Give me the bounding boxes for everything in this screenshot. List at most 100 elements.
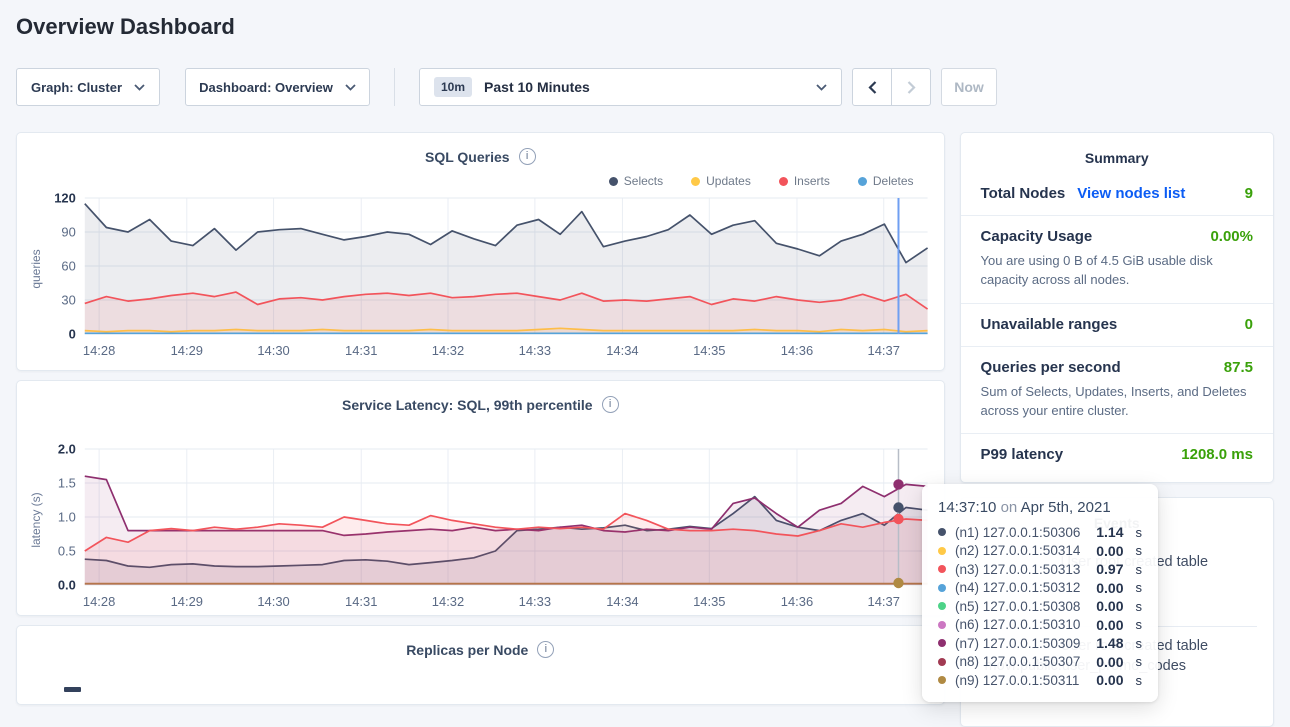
svg-text:14:31: 14:31 [345, 343, 377, 358]
svg-text:14:34: 14:34 [606, 594, 638, 609]
svg-text:14:36: 14:36 [781, 343, 813, 358]
tooltip-node-label: (n1) 127.0.0.1:50306 [955, 525, 1087, 540]
summary-label: Capacity Usage [981, 228, 1093, 245]
svg-text:0.5: 0.5 [58, 543, 76, 558]
tooltip-unit: s [1136, 562, 1143, 577]
chart-body: latency (s) 14:2814:2914:3014:3114:3214:… [27, 441, 936, 613]
sql-queries-plot[interactable]: 14:2814:2914:3014:3114:3214:3314:3414:35… [27, 190, 936, 362]
tooltip-row: (n6) 127.0.0.1:50310 0.00 s [938, 616, 1142, 635]
view-nodes-list-link[interactable]: View nodes list [1077, 185, 1185, 202]
legend-dot [691, 177, 700, 186]
svg-text:14:36: 14:36 [781, 594, 813, 609]
summary-label: Total Nodes [981, 185, 1066, 202]
clipped-axis-tick [64, 687, 81, 692]
service-latency-chart-card: Service Latency: SQL, 99th percentile la… [16, 380, 945, 616]
service-latency-plot[interactable]: 14:2814:2914:3014:3114:3214:3314:3414:35… [27, 441, 936, 613]
tooltip-unit: s [1136, 543, 1143, 558]
tooltip-row: (n8) 127.0.0.1:50307 0.00 s [938, 653, 1142, 672]
summary-title: Summary [961, 133, 1273, 173]
chart-title: SQL Queries [425, 149, 510, 165]
tooltip-row: (n3) 127.0.0.1:50313 0.97 s [938, 560, 1142, 579]
summary-description: You are using 0 B of 4.5 GiB usable disk… [981, 252, 1253, 290]
svg-text:14:32: 14:32 [432, 343, 464, 358]
legend-dot [779, 177, 788, 186]
tooltip-node-label: (n7) 127.0.0.1:50309 [955, 636, 1087, 651]
time-range-label: Past 10 Minutes [484, 79, 590, 95]
tooltip-node-label: (n9) 127.0.0.1:50311 [955, 673, 1087, 688]
summary-row-unavailable-ranges: Unavailable ranges 0 [961, 303, 1273, 346]
svg-text:14:35: 14:35 [693, 343, 725, 358]
svg-text:14:33: 14:33 [519, 343, 551, 358]
tooltip-node-value: 0.00 [1096, 617, 1123, 633]
svg-text:14:30: 14:30 [257, 343, 289, 358]
chart-title: Service Latency: SQL, 99th percentile [342, 397, 593, 413]
time-range-badge: 10m [434, 77, 472, 97]
svg-text:60: 60 [61, 258, 75, 273]
dashboard-dropdown[interactable]: Dashboard: Overview [185, 68, 370, 106]
tooltip-unit: s [1136, 599, 1143, 614]
tooltip-node-value: 0.00 [1096, 654, 1123, 670]
tooltip-node-value: 0.00 [1096, 543, 1123, 559]
svg-text:14:37: 14:37 [868, 343, 900, 358]
info-icon[interactable] [519, 148, 536, 165]
info-icon[interactable] [602, 396, 619, 413]
svg-text:14:37: 14:37 [868, 594, 900, 609]
charts-column: SQL Queries Selects Updates Inserts [16, 132, 945, 727]
legend-item-updates: Updates [691, 174, 751, 188]
chart-hover-tooltip: 14:37:10 on Apr 5th, 2021 (n1) 127.0.0.1… [922, 484, 1158, 702]
tooltip-node-label: (n5) 127.0.0.1:50308 [955, 599, 1087, 614]
tooltip-node-label: (n2) 127.0.0.1:50314 [955, 543, 1087, 558]
time-prev-button[interactable] [852, 68, 892, 106]
svg-text:14:32: 14:32 [432, 594, 464, 609]
legend-item-inserts: Inserts [779, 174, 830, 188]
page-title: Overview Dashboard [16, 14, 1274, 40]
summary-value: 87.5 [1224, 359, 1253, 376]
tooltip-node-label: (n3) 127.0.0.1:50313 [955, 562, 1087, 577]
tooltip-row: (n2) 127.0.0.1:50314 0.00 s [938, 542, 1142, 561]
now-button[interactable]: Now [941, 68, 997, 106]
tooltip-node-value: 0.97 [1096, 561, 1123, 577]
legend-dot [609, 177, 618, 186]
tooltip-node-label: (n8) 127.0.0.1:50307 [955, 654, 1087, 669]
tooltip-date: Apr 5th, 2021 [1021, 499, 1111, 516]
legend-dot [858, 177, 867, 186]
svg-text:90: 90 [61, 224, 75, 239]
time-next-button[interactable] [891, 68, 931, 106]
chart-title: Replicas per Node [406, 642, 528, 658]
svg-text:14:33: 14:33 [519, 594, 551, 609]
tooltip-node-value: 1.48 [1096, 635, 1123, 651]
toolbar-divider [394, 68, 395, 106]
time-range-dropdown[interactable]: 10m Past 10 Minutes [419, 68, 842, 106]
summary-panel: Summary Total Nodes View nodes list 9 Ca… [960, 132, 1274, 483]
info-icon[interactable] [537, 641, 554, 658]
tooltip-unit: s [1136, 673, 1143, 688]
tooltip-row: (n7) 127.0.0.1:50309 1.48 s [938, 634, 1142, 653]
chevron-down-icon [816, 84, 827, 91]
y-axis-label: latency (s) [29, 492, 43, 547]
svg-text:14:34: 14:34 [606, 343, 638, 358]
tooltip-on: on [1001, 499, 1018, 516]
dashboard-dropdown-label: Dashboard: Overview [199, 80, 333, 95]
tooltip-row: (n4) 127.0.0.1:50312 0.00 s [938, 579, 1142, 598]
tooltip-unit: s [1136, 654, 1143, 669]
tooltip-unit: s [1136, 525, 1143, 540]
summary-description: Sum of Selects, Updates, Inserts, and De… [981, 383, 1253, 421]
toolbar: Graph: Cluster Dashboard: Overview 10m P… [16, 68, 1274, 106]
svg-text:14:29: 14:29 [171, 343, 203, 358]
node-color-dot [938, 621, 946, 629]
y-axis-label: queries [29, 249, 43, 288]
svg-text:14:31: 14:31 [345, 594, 377, 609]
chart-body: queries 14:2814:2914:3014:3114:3214:3314… [27, 190, 936, 362]
node-color-dot [938, 584, 946, 592]
node-color-dot [938, 565, 946, 573]
graph-dropdown[interactable]: Graph: Cluster [16, 68, 160, 106]
chart-legend: Selects Updates Inserts Deletes [17, 165, 944, 188]
chevron-down-icon [134, 84, 145, 91]
tooltip-node-value: 1.14 [1096, 524, 1123, 540]
svg-text:0.0: 0.0 [58, 577, 76, 592]
legend-item-selects: Selects [609, 174, 663, 188]
tooltip-row: (n5) 127.0.0.1:50308 0.00 s [938, 597, 1142, 616]
legend-item-deletes: Deletes [858, 174, 914, 188]
summary-label: Queries per second [981, 359, 1121, 376]
tooltip-node-value: 0.00 [1096, 580, 1123, 596]
